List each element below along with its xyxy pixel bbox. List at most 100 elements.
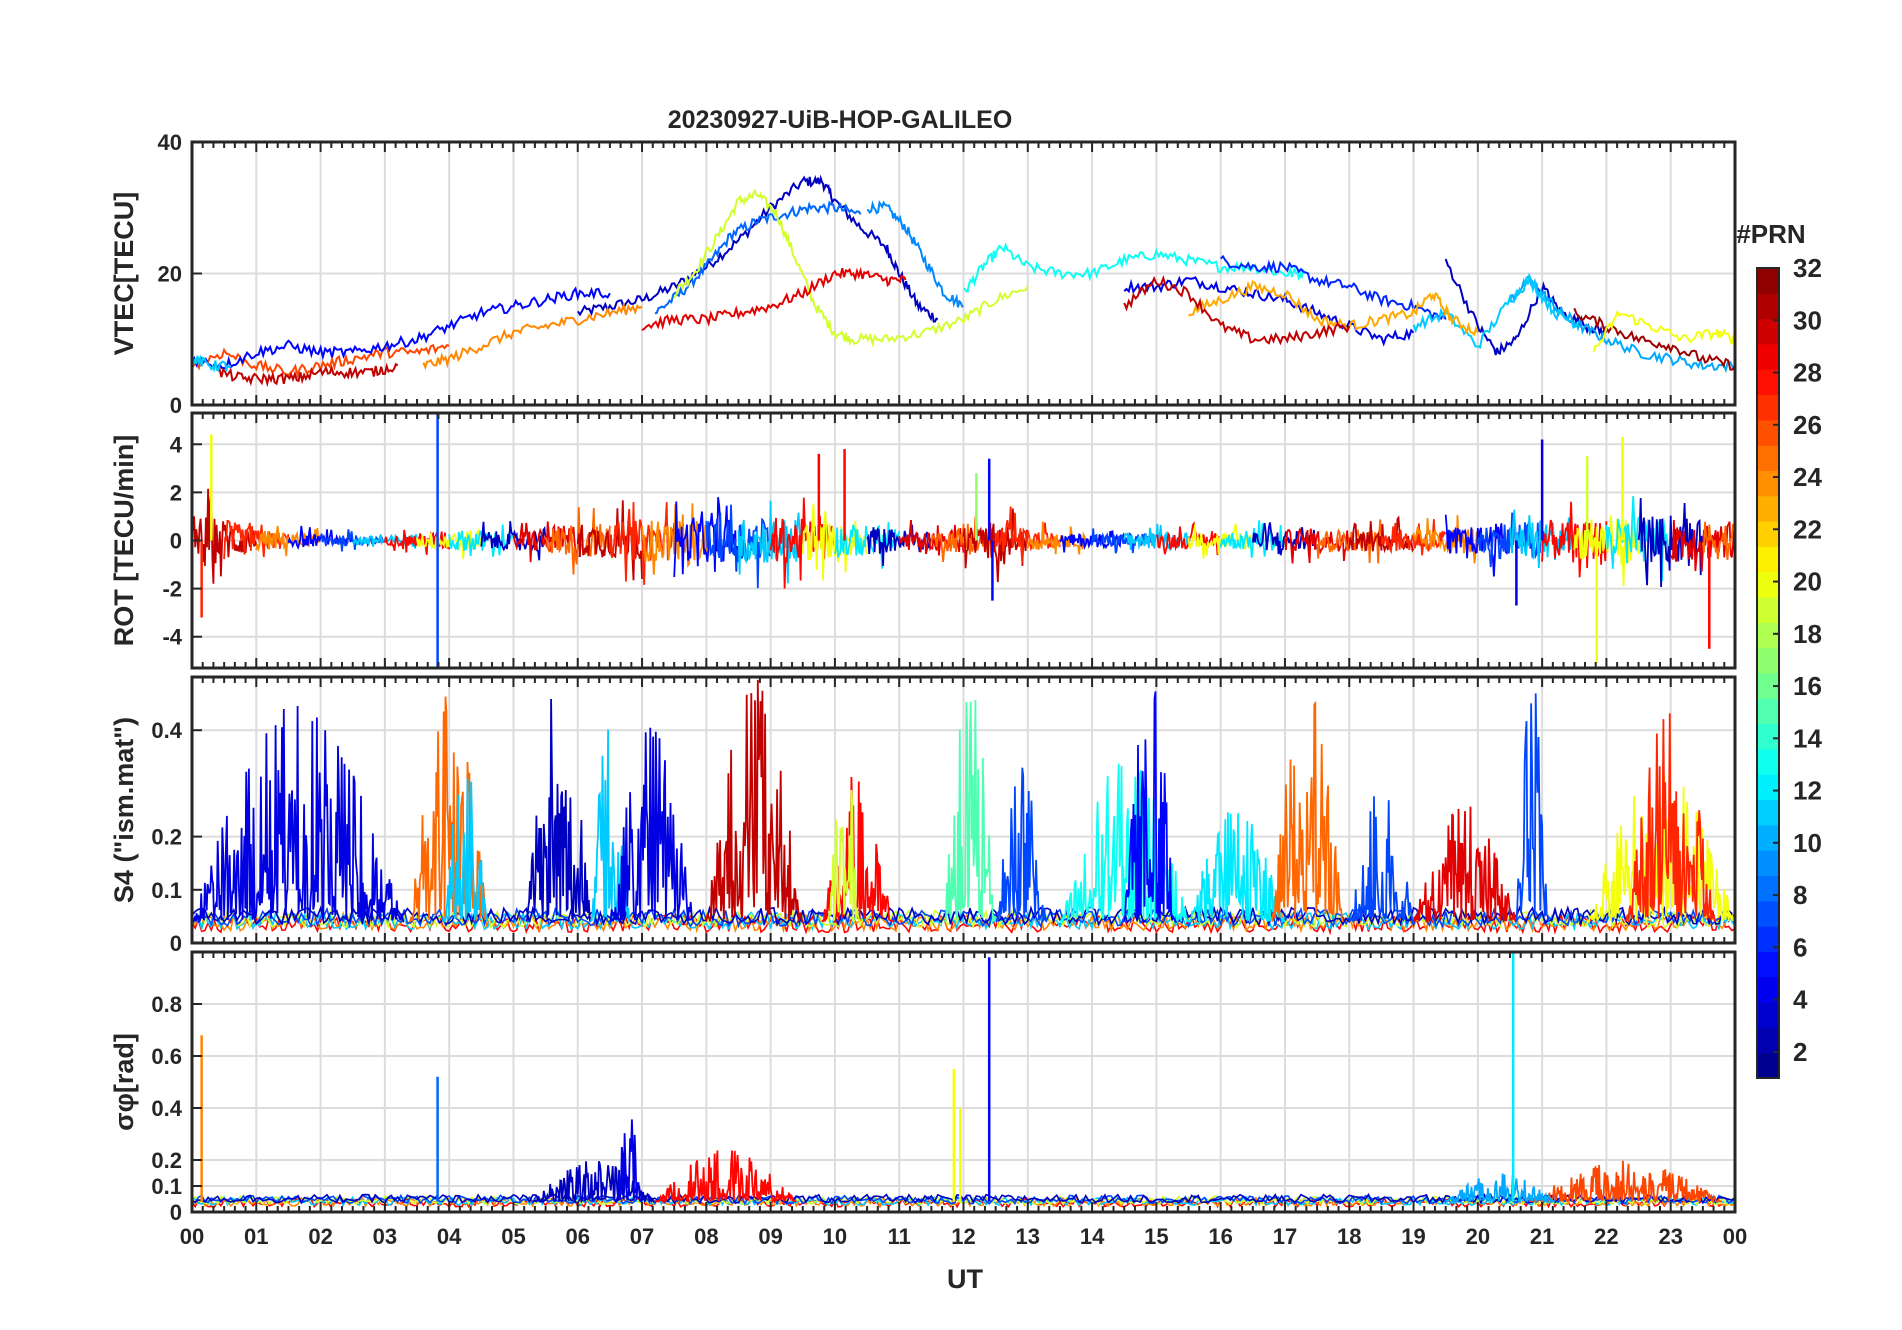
colorbar-segment [1757, 976, 1779, 1003]
colorbar-segment [1757, 445, 1779, 471]
colorbar-segment [1757, 926, 1779, 952]
series-line-prn-30 [1123, 274, 1351, 346]
x-tick-label: 22 [1594, 1224, 1618, 1249]
colorbar-segment [1757, 748, 1779, 775]
burst-prn-4 [615, 1119, 643, 1203]
colorbar-tick-label: 20 [1793, 567, 1822, 597]
series-line-prn-20 [1592, 309, 1735, 353]
series-line-prn-29 [641, 266, 907, 331]
colorbar-segment [1757, 951, 1779, 978]
burst-prn-12 [1187, 812, 1286, 925]
rot-trace [1541, 501, 1608, 578]
colorbar-tick-label: 28 [1793, 358, 1822, 388]
rot-trace [223, 519, 290, 560]
burst-prn-11 [441, 778, 489, 924]
colorbar-segment [1757, 394, 1779, 421]
panel-rot: -4 -2 0 2 4 ROT [TECU/min] [109, 411, 1737, 670]
x-tick-label: 11 [888, 1224, 911, 1249]
x-tick-label: 14 [1080, 1224, 1105, 1249]
rot-trace [673, 497, 740, 578]
colorbar-tick-label: 12 [1793, 776, 1822, 806]
series-line-prn-5 [192, 286, 611, 371]
colorbar-segment [1757, 824, 1779, 851]
colorbar-segment [1757, 369, 1779, 396]
y-axis-label: ROT [TECU/min] [109, 435, 139, 646]
series-line-prn-13 [963, 242, 1306, 293]
rot-trace [416, 527, 483, 560]
colorbar-segment [1757, 799, 1779, 826]
x-tick-label: 17 [1273, 1224, 1297, 1249]
burst-prn-28 [654, 1150, 797, 1204]
rot-trace [1348, 515, 1415, 554]
x-tick-label: 23 [1658, 1224, 1682, 1249]
colorbar-segment [1757, 343, 1779, 370]
series-line-prn-3 [1444, 258, 1608, 356]
rot-trace [448, 524, 515, 557]
panel-s4: 0 0.1 0.2 0.4 S4 ("ism.mat") [109, 675, 1737, 956]
rot-trace [1284, 526, 1351, 564]
x-tick-label: 09 [758, 1224, 782, 1249]
colorbar-segment [1757, 723, 1779, 750]
y-tick-label: 0 [170, 931, 182, 956]
colorbar-tick-label: 8 [1793, 880, 1807, 910]
baseline-trace-prn-7 [192, 906, 1735, 929]
colorbar-segment [1757, 521, 1779, 547]
series-line-prn-19 [673, 188, 1029, 348]
y-tick-label: 40 [158, 130, 182, 155]
rot-trace [1219, 520, 1286, 558]
colorbar-segment [1757, 900, 1779, 927]
colorbar-tick-label: 26 [1793, 410, 1822, 440]
burst-prn-25 [1271, 700, 1344, 922]
series-line-prn-23 [1188, 279, 1479, 337]
data-lines [192, 679, 1735, 936]
panel-sigma_phi: 00.10.2 0.4 0.6 0.8 σφ[rad] [109, 950, 1737, 1225]
x-tick-label: 06 [566, 1224, 590, 1249]
colorbar-segment [1757, 1002, 1779, 1028]
x-tick-label: 18 [1337, 1224, 1361, 1249]
y-tick-label: 4 [170, 432, 183, 457]
x-axis-label: UT [947, 1264, 983, 1294]
x-ticks [191, 677, 1736, 944]
colorbar-tick-label: 6 [1793, 932, 1807, 962]
series-line-prn-3 [576, 174, 939, 323]
x-tick-label: 07 [630, 1224, 654, 1249]
y-tick-label: 0.2 [151, 825, 182, 850]
burst-prn-7 [1515, 693, 1550, 922]
x-tick-label: 08 [694, 1224, 718, 1249]
series-line-prn-30 [216, 362, 399, 388]
colorbar-segment [1757, 495, 1779, 522]
colorbar-segment [1757, 647, 1779, 674]
x-tick-label: 21 [1530, 1224, 1554, 1249]
x-ticks [191, 952, 1736, 1213]
colorbar-segment [1757, 875, 1779, 902]
x-tick-label: 01 [244, 1224, 268, 1249]
chart-title: 20230927-UiB-HOP-GALILEO [668, 106, 1013, 134]
burst-prn-29 [1412, 806, 1517, 924]
colorbar-label: #PRN [1736, 219, 1805, 249]
y-tick-label: -2 [162, 577, 182, 602]
grid [192, 677, 1735, 943]
burst-prn-4 [609, 727, 695, 923]
y-tick-label: 0.2 [151, 1148, 182, 1173]
panel-vtec: 0 20 40 VTEC[TECU] [109, 130, 1737, 418]
x-tick-label: 15 [1144, 1224, 1168, 1249]
y-tick-label: 0.4 [151, 1096, 182, 1121]
x-tick-label: 00 [180, 1224, 204, 1249]
series-line-prn-31 [1573, 307, 1735, 371]
colorbar-segment [1757, 597, 1779, 623]
y-tick-label: 0 [170, 1200, 182, 1225]
rot-trace [480, 521, 547, 561]
y-tick-label: 0.8 [151, 992, 182, 1017]
y-tick-label: 0.6 [151, 1044, 182, 1069]
colorbar-tick-label: 24 [1793, 462, 1822, 492]
x-tick-label: 03 [373, 1224, 397, 1249]
rot-trace [512, 521, 579, 563]
burst-prn-15 [943, 699, 997, 923]
x-tick-labels: 00 01 02 03 04 05 06 07 08 09 10 11 12 13 14 15 16 17 18 19… [180, 1224, 1747, 1249]
burst-prn-3 [525, 698, 592, 923]
x-tick-label: 10 [823, 1224, 847, 1249]
colorbar-segment [1757, 546, 1779, 573]
colorbar-segment [1757, 293, 1779, 320]
rot-trace [1412, 515, 1479, 564]
